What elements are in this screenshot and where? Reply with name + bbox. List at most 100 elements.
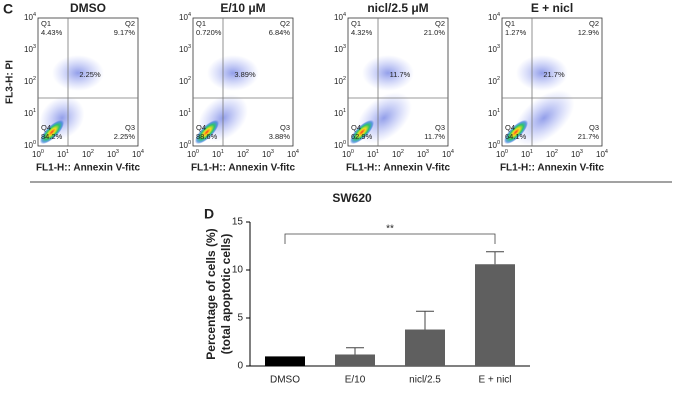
tick-label: 104	[179, 12, 191, 22]
center-value: 21.7%	[543, 70, 565, 79]
quadrant-value: 9.17%	[114, 28, 136, 37]
tick-exponent: 1	[33, 108, 36, 114]
tick-exponent: 2	[497, 76, 500, 82]
tick-exponent: 1	[530, 149, 533, 155]
tick-exponent: 0	[41, 149, 44, 155]
tick-label: 104	[24, 12, 36, 22]
tick-label: 103	[571, 149, 583, 159]
tick-label: 101	[367, 149, 379, 159]
tick-base: 10	[32, 150, 41, 159]
bar	[405, 329, 445, 366]
tick-base: 10	[392, 150, 401, 159]
tick-label: 101	[521, 149, 533, 159]
panel-label: C	[3, 1, 13, 17]
tick-base: 10	[212, 150, 221, 159]
tick-label: 103	[24, 44, 36, 54]
quadrant-name: Q4	[351, 123, 361, 132]
tick-base: 10	[367, 150, 376, 159]
quadrant-value: 4.43%	[41, 28, 63, 37]
tick-base: 10	[179, 77, 188, 86]
plot-title: nicl/2.5 μM	[367, 1, 428, 15]
tick-exponent: 1	[376, 149, 379, 155]
quadrant-value: 4.32%	[351, 28, 373, 37]
quadrant-name: Q2	[125, 19, 135, 28]
event-core	[194, 119, 220, 145]
tick-exponent: 4	[451, 149, 454, 155]
tick-label: 102	[392, 149, 404, 159]
significance-bracket	[284, 233, 496, 244]
error-bar	[416, 310, 434, 330]
tick-exponent: 2	[188, 76, 191, 82]
tick-label: 100	[24, 140, 36, 150]
center-value: 11.7%	[390, 70, 411, 79]
tick-label: 101	[334, 108, 346, 118]
tick-base: 10	[596, 150, 605, 159]
quadrant-value: 62.9%	[351, 132, 373, 141]
cell-line-label: SW620	[332, 191, 372, 205]
tick-exponent: 0	[196, 149, 199, 155]
tick-label: 101	[212, 149, 224, 159]
tick-exponent: 3	[33, 44, 36, 50]
tick-exponent: 0	[343, 140, 346, 146]
tick-label: 102	[546, 149, 558, 159]
y-tick-label: 10	[232, 265, 244, 276]
quadrant-name: Q1	[505, 19, 515, 28]
tick-label: 102	[237, 149, 249, 159]
tick-exponent: 1	[66, 149, 69, 155]
tick-label: 101	[488, 108, 500, 118]
quadrant-name: Q4	[505, 123, 515, 132]
quadrant-value: 21.7%	[578, 132, 600, 141]
tick-label: 103	[488, 44, 500, 54]
error-bar	[346, 347, 364, 355]
tick-base: 10	[107, 150, 116, 159]
x-axis-label: FL1-H:: Annexin V-fitc	[191, 163, 296, 174]
quadrant-name: Q4	[41, 123, 51, 132]
x-tick-label: nicl/2.5	[409, 375, 441, 386]
tick-base: 10	[417, 150, 426, 159]
tick-exponent: 2	[33, 76, 36, 82]
tick-exponent: 2	[343, 76, 346, 82]
tick-exponent: 4	[296, 149, 299, 155]
tick-label: 102	[24, 76, 36, 86]
tick-base: 10	[57, 150, 66, 159]
bar	[265, 356, 305, 366]
quadrant-value: 6.84%	[269, 28, 291, 37]
tick-base: 10	[488, 109, 497, 118]
tick-label: 100	[187, 149, 199, 159]
tick-exponent: 1	[497, 108, 500, 114]
tick-exponent: 4	[343, 12, 346, 18]
tick-label: 101	[57, 149, 69, 159]
event-cloud	[516, 55, 568, 91]
tick-base: 10	[546, 150, 555, 159]
y-tick-label: 0	[237, 361, 243, 372]
quadrant-name: Q3	[280, 123, 290, 132]
tick-label: 103	[417, 149, 429, 159]
tick-label: 102	[179, 76, 191, 86]
tick-label: 100	[334, 140, 346, 150]
event-cloud	[513, 90, 575, 146]
quadrant-value: 84.2%	[41, 132, 63, 141]
quadrant-name: Q4	[196, 123, 206, 132]
quadrant-value: 11.7%	[424, 132, 445, 141]
tick-exponent: 1	[188, 108, 191, 114]
tick-exponent: 0	[33, 140, 36, 146]
quadrant-value: 64.1%	[505, 132, 527, 141]
tick-exponent: 0	[497, 140, 500, 146]
tick-base: 10	[342, 150, 351, 159]
tick-base: 10	[442, 150, 451, 159]
tick-label: 100	[496, 149, 508, 159]
event-cloud	[52, 55, 104, 91]
bar	[475, 264, 515, 366]
y-axis-label: (total apoptotic cells)	[219, 234, 233, 355]
event-core	[349, 119, 375, 145]
tick-base: 10	[287, 150, 296, 159]
quadrant-name: Q3	[125, 123, 135, 132]
tick-exponent: 3	[116, 149, 119, 155]
tick-base: 10	[179, 109, 188, 118]
tick-exponent: 0	[188, 140, 191, 146]
tick-exponent: 0	[505, 149, 508, 155]
tick-label: 103	[334, 44, 346, 54]
plot-title: E + nicl	[531, 1, 573, 15]
significance-mark: **	[386, 224, 394, 235]
